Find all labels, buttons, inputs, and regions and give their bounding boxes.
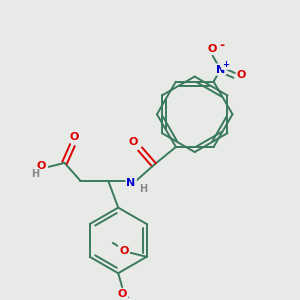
Text: H: H	[139, 184, 147, 194]
Text: O: O	[119, 246, 128, 256]
Text: -: -	[219, 39, 224, 52]
Text: O: O	[237, 70, 246, 80]
Text: O: O	[237, 70, 246, 80]
Text: O: O	[118, 289, 127, 299]
Text: O: O	[208, 44, 217, 54]
Text: O: O	[70, 132, 79, 142]
Text: +: +	[222, 60, 229, 69]
Text: O: O	[37, 161, 46, 171]
Text: H: H	[31, 169, 38, 179]
Text: N: N	[127, 178, 136, 188]
Text: +: +	[222, 60, 229, 69]
Text: O: O	[119, 246, 128, 256]
Text: O: O	[70, 132, 79, 142]
Text: N: N	[216, 64, 225, 74]
Text: O: O	[128, 137, 138, 147]
Text: O: O	[37, 161, 46, 171]
Text: N: N	[216, 64, 225, 74]
Text: -: -	[219, 39, 224, 52]
Text: H: H	[31, 169, 39, 179]
Text: N: N	[127, 178, 136, 188]
Text: O: O	[118, 289, 127, 299]
Text: O: O	[208, 44, 217, 54]
Text: O: O	[128, 137, 138, 147]
Text: H: H	[140, 184, 147, 194]
